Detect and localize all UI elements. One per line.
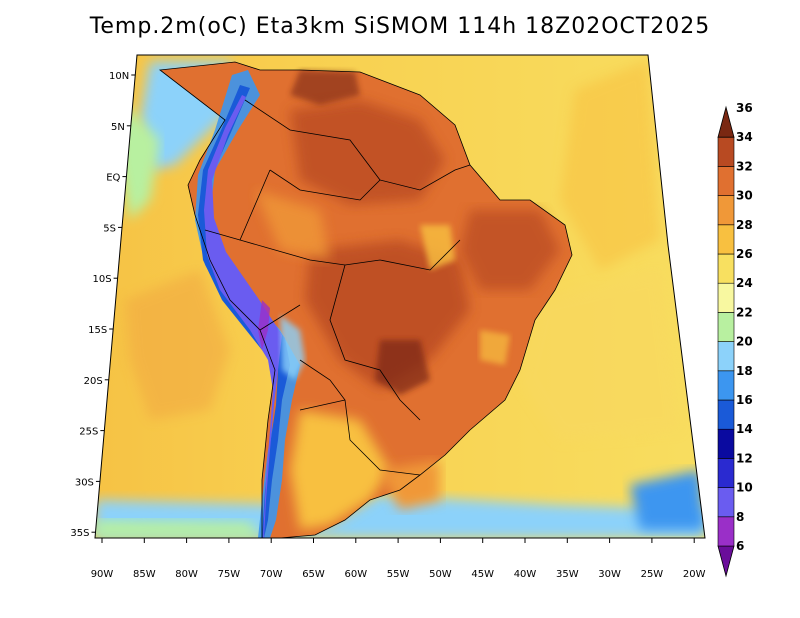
lat-tick-label: 10N — [109, 71, 129, 82]
colorbar-segment — [717, 399, 735, 430]
colorbar-label: 26 — [736, 247, 753, 261]
colorbar-label: 22 — [736, 305, 753, 319]
lat-tick-label: EQ — [106, 173, 120, 184]
lon-tick-label: 40W — [514, 569, 537, 580]
colorbar: 6 8 10 12 14 16 18 20 22 24 26 28 30 32 34 36 — [717, 101, 753, 578]
colorbar-label: 16 — [736, 393, 753, 407]
colorbar-label: 30 — [736, 189, 753, 203]
lon-tick-label: 60W — [344, 569, 367, 580]
colorbar-max-arrow — [717, 105, 735, 138]
lon-tick-label: 20W — [683, 569, 706, 580]
colorbar-segment — [717, 312, 735, 342]
colorbar-segment — [717, 195, 735, 226]
lon-tick-label: 70W — [260, 569, 283, 580]
colorbar-segment — [717, 487, 735, 518]
colorbar-segment — [717, 458, 735, 488]
colorbar-label: 18 — [736, 364, 753, 378]
colorbar-label: 8 — [736, 510, 744, 524]
lon-tick-label: 45W — [471, 569, 494, 580]
colorbar-segment — [717, 428, 735, 459]
latitude-axis: 10N 5N EQ 5S 10S 15S 20S 25S 30S 35S — [70, 71, 136, 539]
colorbar-segment — [717, 166, 735, 196]
lat-tick-label: 5N — [111, 122, 125, 133]
lat-tick-label: 10S — [93, 274, 112, 285]
colorbar-segment — [717, 282, 735, 313]
longitude-axis: 90W 85W 80W 75W 70W 65W 60W 55W 50W 45W 40W 35W 30W 2… — [91, 538, 706, 580]
colorbar-min-arrow — [717, 545, 735, 578]
colorbar-label: 12 — [736, 451, 753, 465]
lat-tick-label: 35S — [70, 528, 89, 539]
colorbar-label: 10 — [736, 481, 753, 495]
lon-tick-label: 75W — [218, 569, 241, 580]
lat-tick-label: 25S — [79, 427, 98, 438]
lat-tick-label: 20S — [84, 376, 103, 387]
colorbar-segment — [717, 370, 735, 401]
colorbar-segment — [717, 341, 735, 372]
colorbar-label: 28 — [736, 218, 753, 232]
colorbar-label: 20 — [736, 335, 753, 349]
lat-tick-label: 15S — [88, 325, 107, 336]
colorbar-segment — [717, 136, 735, 167]
lon-tick-label: 35W — [556, 569, 579, 580]
colorbar-segment — [717, 224, 735, 255]
colorbar-label: 32 — [736, 159, 753, 173]
colorbar-label: 24 — [736, 276, 753, 290]
colorbar-segment — [717, 253, 735, 284]
lon-tick-label: 55W — [387, 569, 410, 580]
lat-tick-label: 30S — [75, 477, 94, 488]
map-title: Temp.2m(oC) Eta3km SiSMOM 114h 18Z02OCT2… — [89, 14, 711, 39]
lon-tick-label: 25W — [641, 569, 664, 580]
lon-tick-label: 85W — [133, 569, 156, 580]
lon-tick-label: 90W — [91, 569, 114, 580]
lon-tick-label: 50W — [429, 569, 452, 580]
lon-tick-label: 30W — [598, 569, 621, 580]
map-frame — [94, 54, 706, 539]
lon-tick-label: 80W — [175, 569, 198, 580]
colorbar-label: 34 — [736, 130, 753, 144]
temperature-field — [95, 55, 705, 538]
colorbar-label: 6 — [736, 539, 744, 553]
colorbar-label: 14 — [736, 422, 753, 436]
lat-tick-label: 5S — [103, 223, 116, 234]
lon-tick-label: 65W — [302, 569, 325, 580]
country-borders — [158, 61, 573, 538]
colorbar-label: 36 — [736, 101, 753, 115]
colorbar-segment — [717, 516, 735, 547]
